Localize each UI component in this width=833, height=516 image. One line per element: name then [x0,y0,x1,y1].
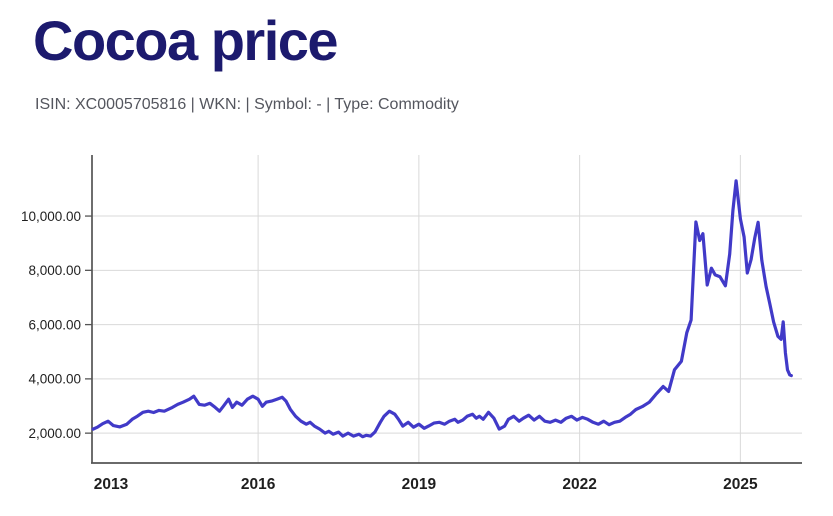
x-tick-label: 2025 [723,476,758,493]
x-tick-label: 2013 [94,476,129,493]
y-tick-label: 6,000.00 [28,317,81,332]
y-axis-labels: 2,000.00 4,000.00 6,000.00 8,000.00 10,000.0… [21,209,92,441]
y-tick-label: 2,000.00 [28,426,81,441]
x-axis-labels: 2013 2016 2019 2022 2025 [94,476,758,493]
price-line [91,179,793,439]
y-tick-label: 10,000.00 [21,209,81,224]
page-title: Cocoa price [33,9,339,72]
y-tick-label: 4,000.00 [28,372,81,387]
grid-lines [92,155,802,463]
x-tick-label: 2016 [241,476,276,493]
x-tick-label: 2019 [402,476,437,493]
y-tick-label: 8,000.00 [28,263,81,278]
axes [91,155,802,464]
instrument-meta: ISIN: XC0005705816 | WKN: | Symbol: - | … [35,96,459,113]
x-tick-label: 2022 [562,476,596,493]
